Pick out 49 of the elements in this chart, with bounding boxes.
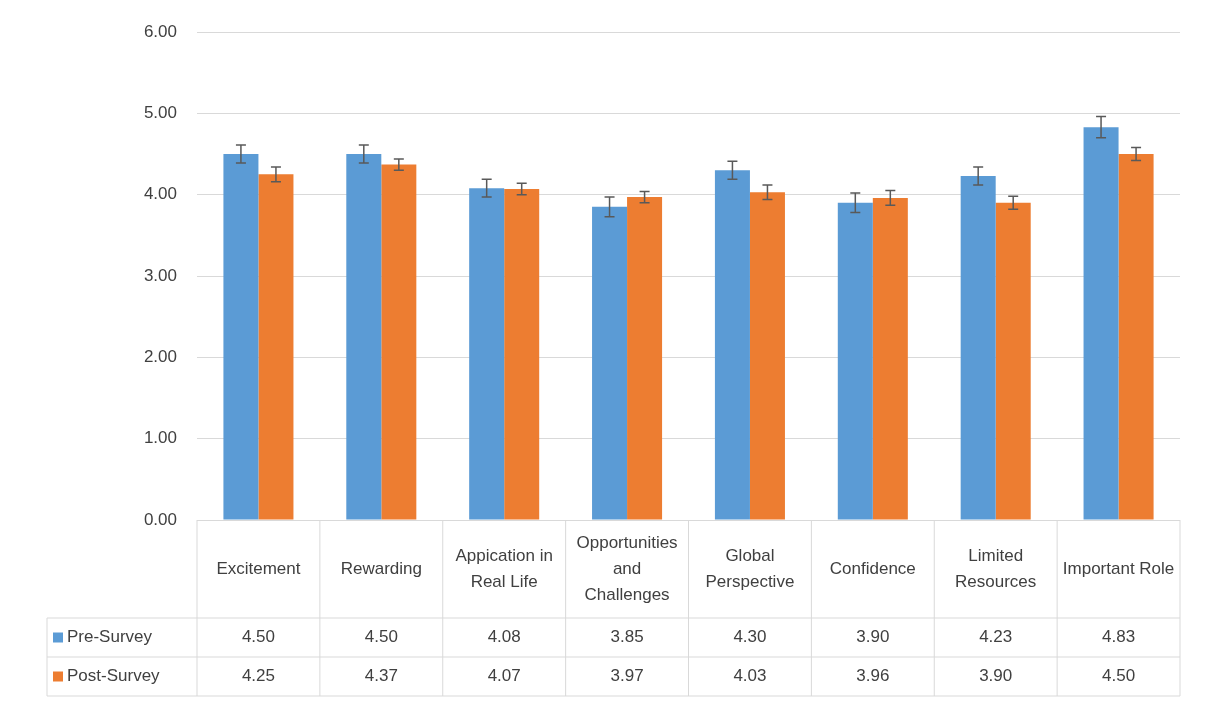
- x-tick-label: Rewarding: [340, 558, 422, 578]
- x-tick-label: Opportunities and Challenges: [576, 532, 678, 604]
- bar: [749, 192, 785, 520]
- data-label: 4.50: [1102, 666, 1136, 686]
- bar: [1083, 127, 1119, 520]
- bar: [592, 206, 628, 520]
- x-tick-label: Important Role: [1062, 558, 1175, 578]
- data-label: 3.85: [610, 627, 644, 647]
- data-label: 4.50: [364, 627, 398, 647]
- y-tick-label: 6.00: [143, 21, 177, 41]
- bar: [258, 174, 294, 520]
- data-label: 4.25: [241, 666, 275, 686]
- bar: [960, 175, 996, 520]
- y-tick-label: 0.00: [143, 509, 177, 529]
- data-label: 4.30: [733, 627, 767, 647]
- data-label: 4.83: [1102, 627, 1136, 647]
- y-tick-label: 4.00: [143, 184, 177, 204]
- bar: [223, 154, 259, 520]
- x-tick-label: Excitement: [216, 558, 301, 578]
- bar: [872, 197, 908, 520]
- bar: [995, 202, 1031, 520]
- y-tick-label: 1.00: [143, 428, 177, 448]
- bar: [381, 164, 417, 520]
- data-label: 4.37: [364, 666, 398, 686]
- y-tick-label: 3.00: [143, 265, 177, 285]
- x-tick-label: Appication in Real Life: [455, 545, 553, 591]
- legend-label: Post-Survey: [67, 666, 161, 686]
- bar: [346, 154, 382, 520]
- data-label: 4.07: [487, 666, 521, 686]
- bar: [837, 202, 873, 520]
- data-label: 4.08: [487, 627, 521, 647]
- bar: [469, 188, 505, 520]
- data-label: 4.50: [241, 627, 275, 647]
- x-tick-label: Global Perspective: [705, 545, 795, 591]
- x-tick-label: Limited Resources: [955, 545, 1037, 591]
- bar: [504, 188, 540, 520]
- bar: [1118, 154, 1154, 520]
- y-tick-label: 2.00: [143, 347, 177, 367]
- data-label: 3.90: [856, 627, 890, 647]
- data-label: 3.97: [610, 666, 644, 686]
- data-label: 4.23: [979, 627, 1013, 647]
- y-tick-label: 5.00: [143, 103, 177, 123]
- data-label: 4.03: [733, 666, 767, 686]
- legend-label: Pre-Survey: [67, 627, 153, 647]
- data-label: 3.90: [979, 666, 1013, 686]
- x-tick-label: Confidence: [829, 558, 916, 578]
- bar: [714, 170, 750, 520]
- bar: [627, 197, 663, 520]
- data-label: 3.96: [856, 666, 890, 686]
